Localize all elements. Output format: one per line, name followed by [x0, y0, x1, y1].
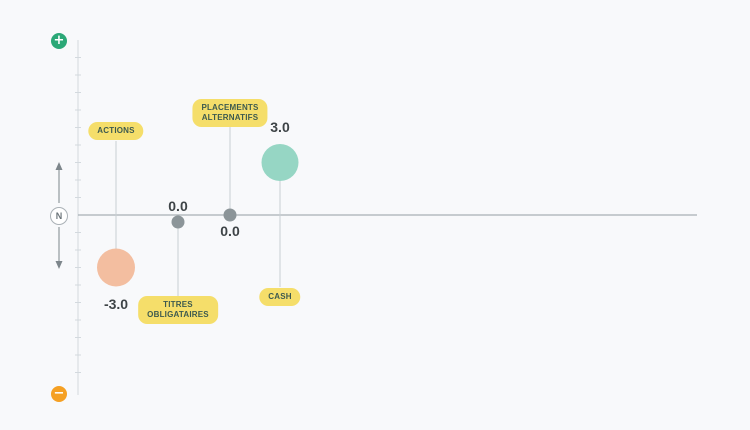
down-arrow-head [55, 261, 63, 269]
data-point-3 [223, 208, 237, 222]
value-label-1: -3.0 [103, 295, 129, 312]
value-label-2: 0.0 [168, 198, 188, 214]
up-arrow-head [55, 162, 63, 170]
series-label-2: TITRES OBLIGATAIRES [138, 296, 218, 324]
value-label-4: 3.0 [270, 119, 290, 135]
neutral-marker: N [50, 207, 68, 225]
series-label-3: PLACEMENTS ALTERNATIFS [192, 99, 268, 127]
plus-icon: + [51, 33, 67, 49]
data-point-1 [97, 248, 135, 287]
data-point-2 [171, 215, 185, 229]
series-label-1: ACTIONS [88, 122, 144, 140]
minus-icon: − [51, 386, 67, 402]
data-point-4 [261, 144, 299, 181]
value-label-3: 0.0 [220, 223, 240, 239]
series-label-4: CASH [259, 288, 301, 306]
